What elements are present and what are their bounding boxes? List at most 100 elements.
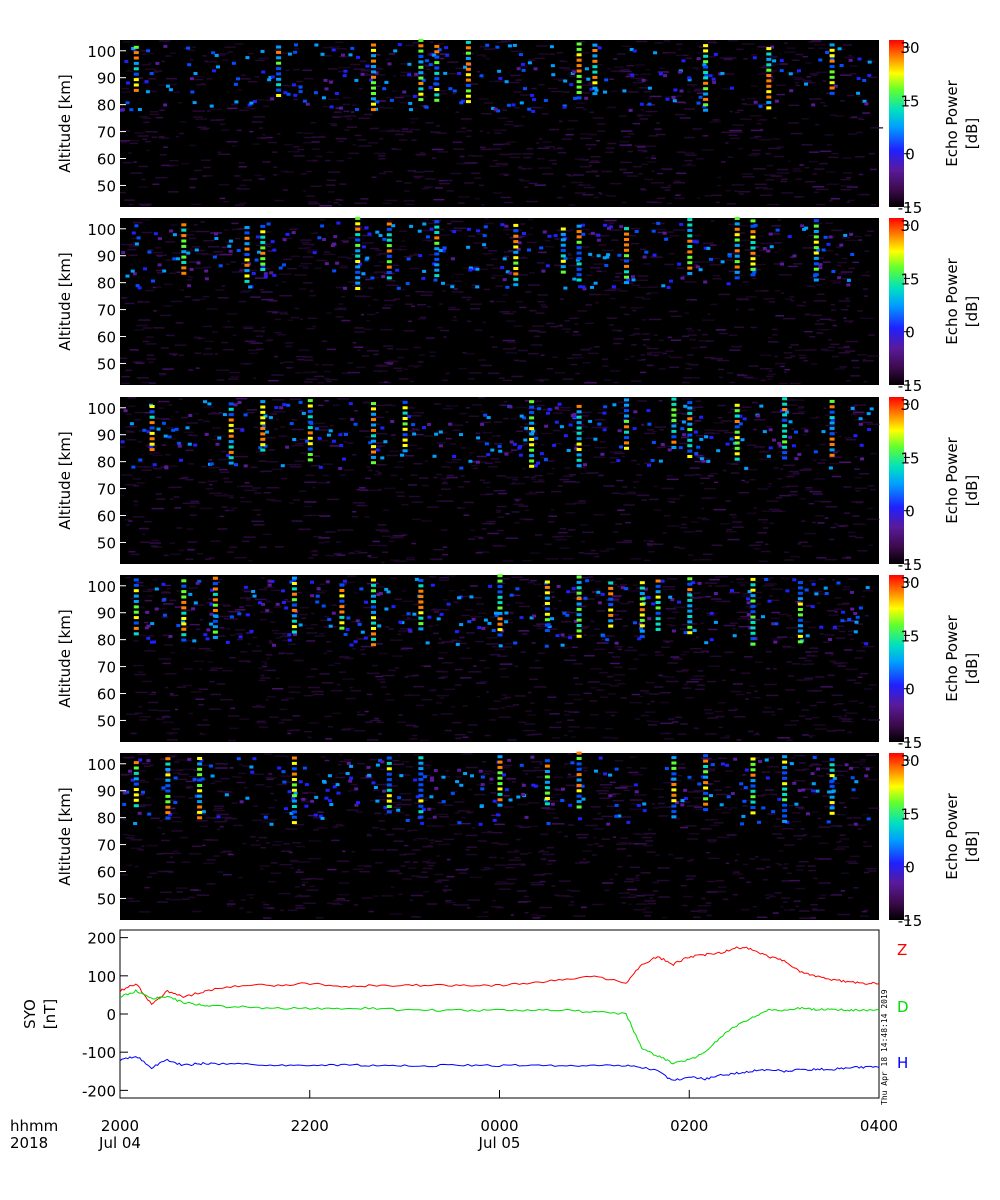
noise-cell	[272, 312, 278, 314]
noise-cell	[429, 576, 436, 578]
noise-cell	[642, 344, 647, 346]
noise-cell	[736, 48, 744, 51]
echo-cell	[417, 229, 422, 233]
noise-cell	[324, 541, 330, 543]
echo-cell	[134, 224, 139, 228]
noise-cell	[754, 183, 767, 185]
noise-cell	[848, 535, 857, 538]
noise-cell	[743, 634, 747, 636]
noise-cell	[736, 693, 745, 696]
noise-cell	[348, 152, 360, 155]
noise-cell	[438, 494, 443, 497]
echo-cell	[519, 101, 524, 105]
noise-cell	[208, 246, 220, 248]
noise-cell	[311, 554, 319, 556]
noise-cell	[583, 186, 596, 189]
noise-cell	[322, 46, 334, 49]
noise-cell	[801, 427, 807, 430]
noise-cell	[724, 735, 731, 737]
noise-cell	[462, 736, 469, 738]
noise-cell	[584, 437, 593, 439]
echo-cell	[632, 427, 637, 431]
noise-cell	[755, 732, 759, 734]
noise-cell	[823, 641, 830, 643]
noise-cell	[514, 665, 519, 668]
noise-cell	[295, 80, 303, 83]
noise-cell	[575, 106, 584, 109]
noise-cell	[421, 187, 430, 190]
noise-cell	[385, 411, 389, 413]
noise-cell	[845, 340, 859, 343]
noise-cell	[464, 352, 475, 355]
noise-cell	[630, 307, 640, 309]
noise-cell	[261, 331, 265, 333]
noise-cell	[838, 273, 847, 275]
noise-cell	[776, 496, 782, 499]
noise-cell	[266, 498, 276, 501]
echo-cell	[729, 86, 734, 90]
colorbar-label-line1: Echo Power	[943, 257, 961, 344]
noise-cell	[135, 691, 148, 694]
noise-cell	[809, 647, 819, 649]
noise-cell	[378, 733, 382, 735]
echo-cell	[279, 406, 284, 410]
echo-cell	[768, 446, 773, 450]
noise-cell	[745, 606, 751, 608]
noise-cell	[191, 246, 200, 248]
noise-cell	[153, 452, 160, 454]
echo-cell	[371, 434, 376, 438]
echo-cell	[402, 433, 408, 437]
noise-cell	[552, 412, 564, 414]
noise-cell	[786, 399, 796, 401]
noise-cell	[464, 181, 475, 184]
noise-cell	[306, 327, 315, 330]
noise-cell	[699, 46, 709, 48]
noise-cell	[550, 90, 564, 93]
noise-cell	[353, 346, 364, 348]
noise-cell	[706, 458, 711, 460]
echo-cell	[395, 268, 400, 272]
noise-cell	[263, 586, 274, 589]
echo-cell	[614, 641, 619, 645]
noise-cell	[786, 627, 799, 629]
noise-cell	[483, 667, 490, 669]
echo-cell	[228, 418, 234, 422]
noise-cell	[316, 259, 328, 262]
noise-cell	[734, 111, 740, 114]
echo-column	[829, 399, 835, 457]
noise-cell	[564, 467, 571, 469]
echo-cell	[418, 87, 424, 91]
noise-cell	[223, 493, 228, 495]
echo-cell	[405, 282, 410, 285]
noise-cell	[634, 635, 643, 637]
echo-cell	[371, 92, 376, 95]
noise-cell	[370, 719, 381, 722]
noise-cell	[470, 155, 483, 157]
noise-cell	[852, 523, 864, 525]
noise-cell	[834, 523, 839, 525]
noise-cell	[338, 70, 349, 73]
echo-cell	[358, 262, 362, 266]
echo-column	[402, 400, 408, 453]
noise-cell	[493, 489, 506, 492]
echo-column	[149, 405, 155, 452]
noise-cell	[760, 66, 770, 69]
echo-cell	[172, 257, 177, 261]
echo-cell	[497, 69, 502, 73]
noise-cell	[792, 170, 803, 172]
noise-cell	[229, 546, 238, 548]
echo-cell	[624, 436, 629, 440]
noise-cell	[523, 156, 532, 159]
noise-cell	[641, 319, 647, 321]
noise-cell	[658, 446, 666, 448]
noise-cell	[580, 524, 588, 526]
noise-cell	[147, 635, 155, 637]
noise-cell	[735, 308, 739, 311]
noise-cell	[697, 596, 711, 598]
noise-cell	[509, 156, 521, 159]
echo-cell	[444, 46, 449, 50]
noise-cell	[302, 142, 312, 144]
noise-cell	[754, 661, 763, 663]
echo-cell	[839, 243, 844, 247]
